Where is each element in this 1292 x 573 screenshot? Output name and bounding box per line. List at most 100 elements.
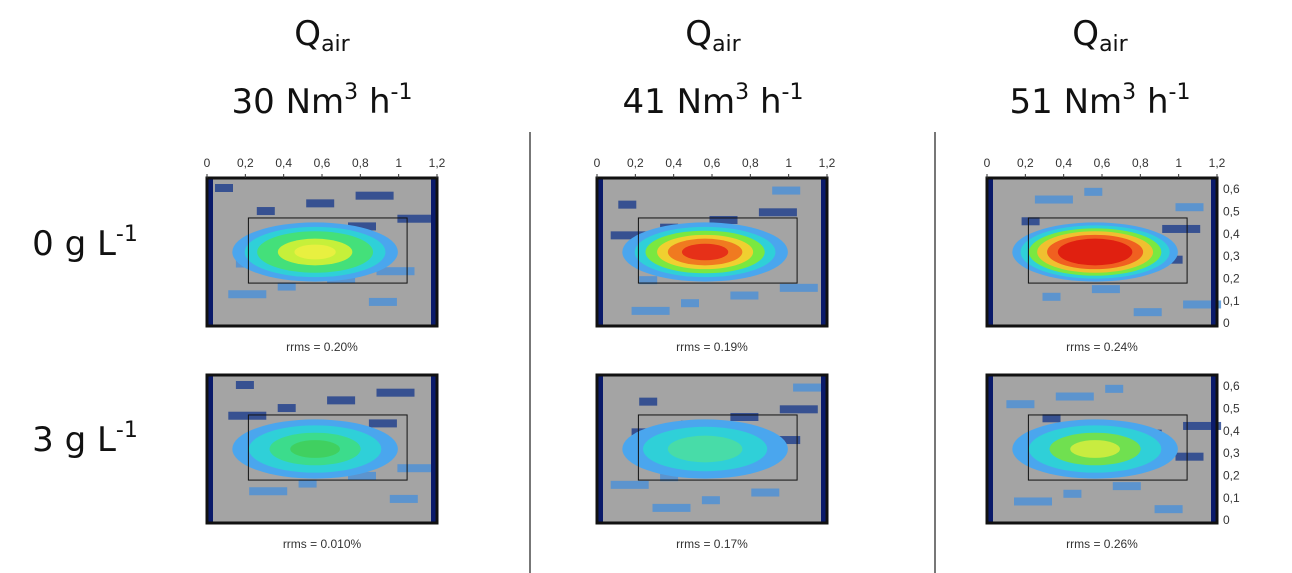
noise-patch: [751, 489, 779, 497]
y-tick-label: 0,6: [1223, 182, 1240, 196]
noise-patch: [228, 412, 266, 420]
noise-patch: [1022, 217, 1040, 225]
noise-patch: [1014, 497, 1052, 505]
x-tick-label: 1,2: [819, 156, 836, 170]
row-label-sup: -1: [116, 418, 138, 443]
noise-patch: [278, 404, 296, 412]
x-tick-label: 0,6: [704, 156, 721, 170]
blob: [668, 436, 743, 463]
x-tick-label: 0,2: [1017, 156, 1034, 170]
heatmap-panel: rrms = 0.24%00,20,40,60,811,20,60,50,40,…: [984, 156, 1240, 354]
x-tick-label: 0,4: [1055, 156, 1072, 170]
noise-patch: [653, 504, 691, 512]
unit-sup: -1: [1169, 80, 1191, 105]
y-tick-label: 0: [1223, 316, 1230, 330]
noise-patch: [215, 184, 233, 192]
blob: [1058, 239, 1133, 266]
noise-patch: [397, 215, 435, 223]
unit-sup: -1: [782, 80, 804, 105]
y-tick-label: 0,2: [1223, 469, 1240, 483]
figure: rrms = 0.20% 0 0,2 0,4 0,6 0,8 1 1,2 rrms = 0.19…: [0, 0, 1292, 573]
rrms-label: rrms = 0.19%: [676, 340, 748, 354]
y-tick-label: 0,3: [1223, 249, 1240, 263]
rrms-label: rrms = 0.010%: [283, 537, 362, 551]
x-tick-label: 1: [785, 156, 792, 170]
column-header: Qair 41 Nm3 h-1: [563, 10, 863, 126]
flow: 30 Nm: [232, 82, 345, 122]
noise-patch: [759, 208, 797, 216]
row-label-text: 3 g L: [32, 420, 116, 460]
q-symbol: Q: [685, 14, 712, 54]
noise-patch: [618, 201, 636, 209]
y-tick-label: 0,6: [1223, 379, 1240, 393]
rrms-label: rrms = 0.26%: [1066, 537, 1138, 551]
noise-patch: [306, 199, 334, 207]
noise-patch: [397, 464, 435, 472]
y-tick-label: 0,1: [1223, 491, 1240, 505]
noise-patch: [257, 207, 275, 215]
flow-sup: 3: [1122, 80, 1136, 105]
row-label-sup: -1: [116, 222, 138, 247]
column-header: Qair30 Nm3 h-1: [172, 10, 472, 126]
noise-patch: [278, 283, 296, 291]
noise-patch: [1155, 505, 1183, 513]
heatmap-panel: rrms = 0.26%0,60,50,40,30,20,10: [987, 375, 1240, 551]
noise-patch: [611, 481, 649, 489]
x-tick-label: 0,6: [1094, 156, 1111, 170]
noise-patch: [390, 495, 418, 503]
noise-patch: [793, 384, 821, 392]
unit: h: [358, 82, 390, 122]
noise-patch: [1134, 308, 1162, 316]
q-subscript: air: [1099, 32, 1128, 57]
noise-patch: [1176, 203, 1204, 211]
x-tick-label: 0,4: [665, 156, 682, 170]
noise-patch: [299, 480, 317, 488]
x-tick-label: 0,2: [627, 156, 644, 170]
noise-patch: [681, 299, 699, 307]
x-tick-label: 0: [984, 156, 991, 170]
flow: 41 Nm: [623, 82, 736, 122]
noise-patch: [730, 413, 758, 421]
rrms-label: rrms = 0.20%: [286, 340, 358, 354]
noise-patch: [1043, 293, 1061, 301]
y-tick-label: 0,2: [1223, 272, 1240, 286]
x-tick-label: 0: [594, 156, 601, 170]
y-tick-label: 0,5: [1223, 205, 1240, 219]
y-tick-label: 0,4: [1223, 424, 1240, 438]
noise-patch: [369, 298, 397, 306]
heatmap-panel: rrms = 0.010%: [207, 375, 437, 551]
noise-patch: [1113, 482, 1141, 490]
noise-patch: [1105, 385, 1123, 393]
noise-patch: [780, 284, 818, 292]
blob: [1070, 440, 1120, 458]
noise-patch: [1056, 393, 1094, 401]
y-tick-label: 0,3: [1223, 446, 1240, 460]
x-tick-label: 1: [395, 156, 402, 170]
flow: 51 Nm: [1010, 82, 1123, 122]
noise-patch: [1176, 453, 1204, 461]
noise-patch: [1063, 490, 1081, 498]
row-label: 3 g L-1: [0, 418, 170, 460]
noise-patch: [1043, 414, 1061, 422]
noise-patch: [1092, 285, 1120, 293]
y-tick-label: 0,4: [1223, 227, 1240, 241]
noise-patch: [639, 398, 657, 406]
q-subscript: air: [712, 32, 741, 57]
noise-patch: [632, 307, 670, 315]
noise-patch: [236, 381, 254, 389]
unit: h: [749, 82, 781, 122]
noise-patch: [327, 396, 355, 404]
x-tick-label: 0: [204, 156, 211, 170]
x-tick-label: 0,8: [352, 156, 369, 170]
noise-patch: [702, 496, 720, 504]
unit: h: [1136, 82, 1168, 122]
x-tick-label: 1: [1175, 156, 1182, 170]
flow-sup: 3: [344, 80, 358, 105]
x-tick-label: 1,2: [429, 156, 446, 170]
x-tick-label: 0,8: [742, 156, 759, 170]
noise-patch: [369, 419, 397, 427]
q-symbol: Q: [1072, 14, 1099, 54]
noise-patch: [356, 192, 394, 200]
flow-sup: 3: [735, 80, 749, 105]
